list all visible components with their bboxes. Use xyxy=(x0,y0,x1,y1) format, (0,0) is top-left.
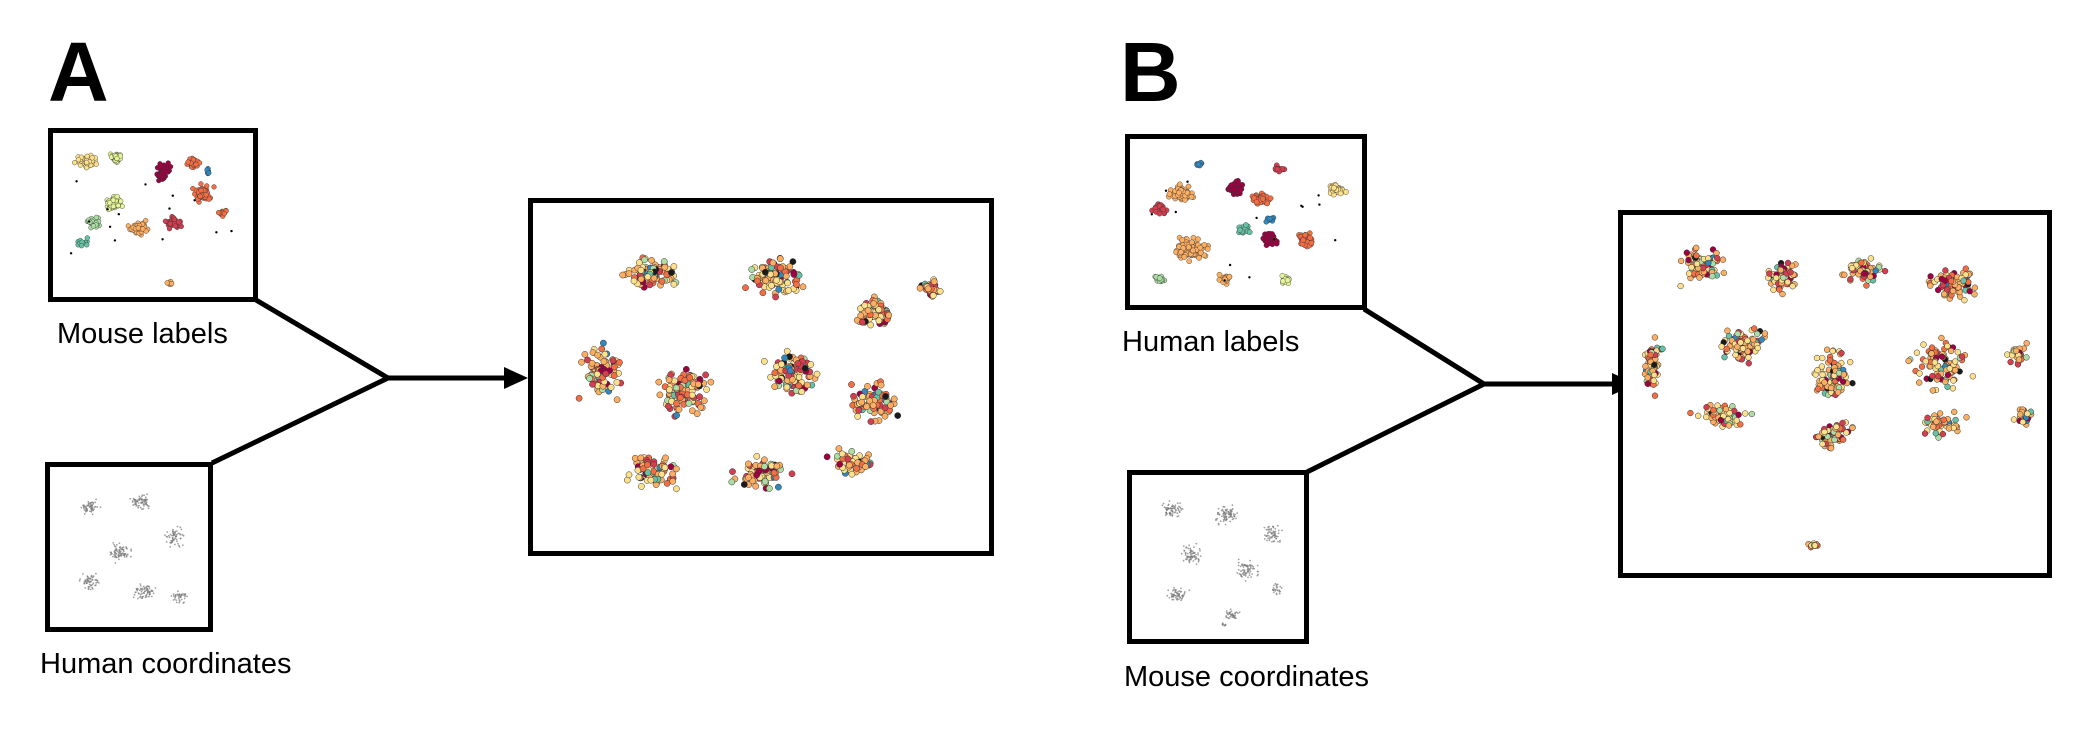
merged-result-thumbnail xyxy=(528,198,994,556)
mouse-labels-thumbnail xyxy=(48,128,258,302)
panel-letter-b: B xyxy=(1120,25,1181,119)
human-labels-scatter xyxy=(1149,159,1349,287)
mouse-coordinates-caption: Mouse coordinates xyxy=(1124,661,1370,693)
mouse-labels-caption: Mouse labels xyxy=(57,318,228,350)
human-labels-caption: Human labels xyxy=(1122,326,1300,358)
panel-a: A Mouse labels Human coordinates xyxy=(0,0,1040,730)
merged-result-scatter xyxy=(1641,244,2035,551)
human-coordinates-scatter xyxy=(78,493,189,604)
merged-result-thumbnail xyxy=(1618,210,2052,578)
merged-result-scatter xyxy=(575,254,944,493)
mouse-labels-scatter xyxy=(69,151,233,288)
mouse-coordinates-scatter xyxy=(1161,500,1283,627)
human-labels-thumbnail xyxy=(1125,134,1367,310)
panel-letter-a: A xyxy=(48,25,109,119)
human-coordinates-caption: Human coordinates xyxy=(40,648,292,680)
human-coordinates-thumbnail xyxy=(45,462,213,632)
panel-b: B Human labels Mouse coordinates xyxy=(1040,0,2084,730)
mouse-coordinates-thumbnail xyxy=(1127,470,1309,644)
